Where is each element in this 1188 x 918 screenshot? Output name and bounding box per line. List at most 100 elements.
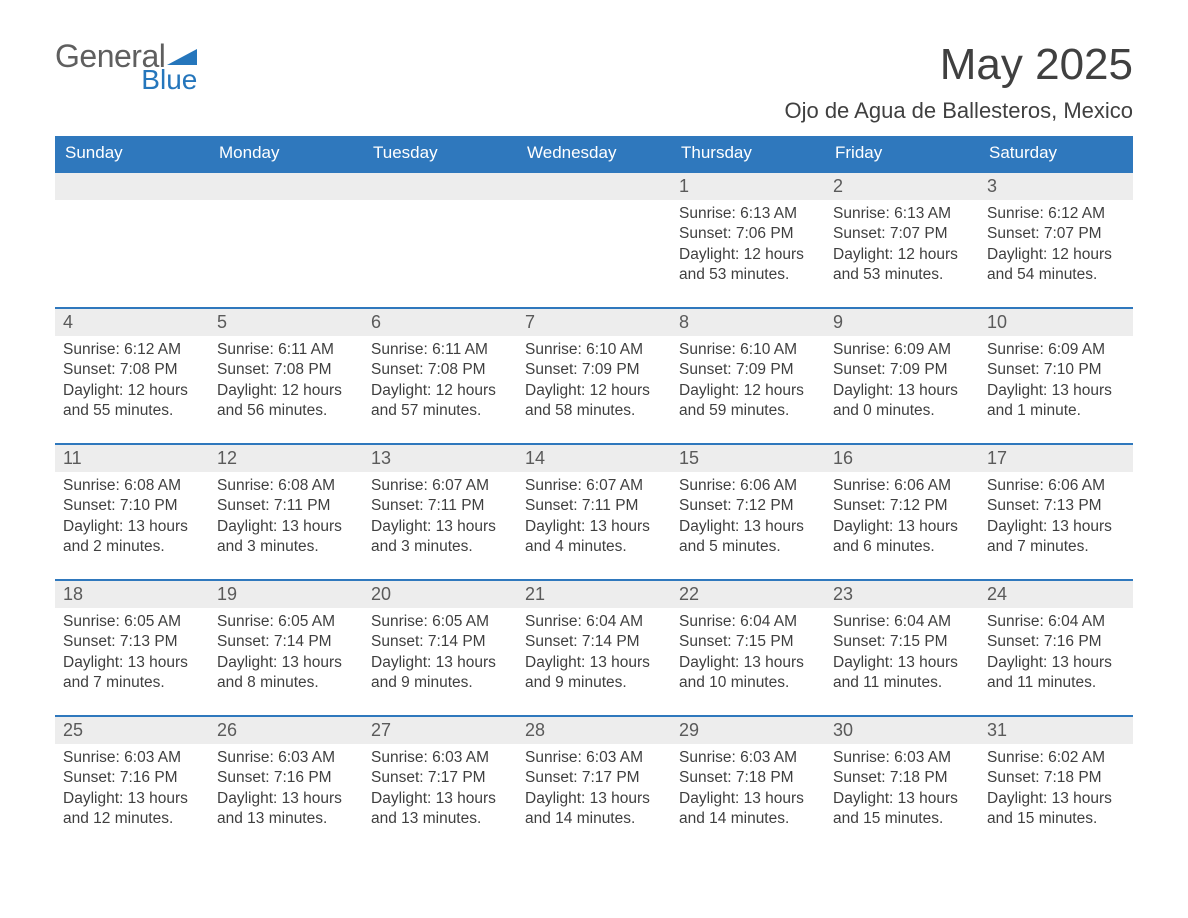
day-line-day1: Daylight: 13 hours xyxy=(679,653,817,673)
day-cell: 22Sunrise: 6:04 AMSunset: 7:15 PMDayligh… xyxy=(671,581,825,715)
day-number: 24 xyxy=(979,581,1133,608)
day-line-day2: and 59 minutes. xyxy=(679,401,817,421)
day-cell xyxy=(363,173,517,307)
day-number: 16 xyxy=(825,445,979,472)
day-cell: 19Sunrise: 6:05 AMSunset: 7:14 PMDayligh… xyxy=(209,581,363,715)
day-body: Sunrise: 6:08 AMSunset: 7:10 PMDaylight:… xyxy=(55,472,209,566)
day-body: Sunrise: 6:05 AMSunset: 7:13 PMDaylight:… xyxy=(55,608,209,702)
day-body: Sunrise: 6:10 AMSunset: 7:09 PMDaylight:… xyxy=(517,336,671,430)
day-cell: 7Sunrise: 6:10 AMSunset: 7:09 PMDaylight… xyxy=(517,309,671,443)
day-line-day1: Daylight: 13 hours xyxy=(987,381,1125,401)
day-cell: 9Sunrise: 6:09 AMSunset: 7:09 PMDaylight… xyxy=(825,309,979,443)
day-line-sunset: Sunset: 7:18 PM xyxy=(987,768,1125,788)
day-line-day1: Daylight: 12 hours xyxy=(525,381,663,401)
day-line-sunrise: Sunrise: 6:03 AM xyxy=(63,748,201,768)
day-body: Sunrise: 6:03 AMSunset: 7:17 PMDaylight:… xyxy=(517,744,671,838)
day-cell: 15Sunrise: 6:06 AMSunset: 7:12 PMDayligh… xyxy=(671,445,825,579)
day-line-day1: Daylight: 13 hours xyxy=(679,789,817,809)
day-line-sunset: Sunset: 7:16 PM xyxy=(987,632,1125,652)
day-line-day2: and 2 minutes. xyxy=(63,537,201,557)
day-line-day2: and 55 minutes. xyxy=(63,401,201,421)
day-line-sunrise: Sunrise: 6:11 AM xyxy=(371,340,509,360)
day-line-day2: and 58 minutes. xyxy=(525,401,663,421)
brand-logo: General Blue xyxy=(55,40,199,94)
day-body: Sunrise: 6:08 AMSunset: 7:11 PMDaylight:… xyxy=(209,472,363,566)
day-line-day2: and 9 minutes. xyxy=(525,673,663,693)
day-number: 3 xyxy=(979,173,1133,200)
day-number: 17 xyxy=(979,445,1133,472)
day-body: Sunrise: 6:07 AMSunset: 7:11 PMDaylight:… xyxy=(363,472,517,566)
day-line-day1: Daylight: 13 hours xyxy=(217,789,355,809)
day-line-day2: and 4 minutes. xyxy=(525,537,663,557)
day-line-day1: Daylight: 13 hours xyxy=(987,789,1125,809)
day-cell: 3Sunrise: 6:12 AMSunset: 7:07 PMDaylight… xyxy=(979,173,1133,307)
day-line-day2: and 53 minutes. xyxy=(679,265,817,285)
day-body: Sunrise: 6:09 AMSunset: 7:10 PMDaylight:… xyxy=(979,336,1133,430)
dow-cell: Monday xyxy=(209,136,363,171)
day-line-day1: Daylight: 13 hours xyxy=(833,789,971,809)
day-number: 29 xyxy=(671,717,825,744)
day-cell: 21Sunrise: 6:04 AMSunset: 7:14 PMDayligh… xyxy=(517,581,671,715)
day-body: Sunrise: 6:06 AMSunset: 7:12 PMDaylight:… xyxy=(825,472,979,566)
day-line-sunset: Sunset: 7:07 PM xyxy=(987,224,1125,244)
day-body: Sunrise: 6:12 AMSunset: 7:08 PMDaylight:… xyxy=(55,336,209,430)
day-cell: 4Sunrise: 6:12 AMSunset: 7:08 PMDaylight… xyxy=(55,309,209,443)
day-cell: 10Sunrise: 6:09 AMSunset: 7:10 PMDayligh… xyxy=(979,309,1133,443)
page-header: General Blue May 2025 Ojo de Agua de Bal… xyxy=(55,40,1133,124)
week-row: 1Sunrise: 6:13 AMSunset: 7:06 PMDaylight… xyxy=(55,171,1133,307)
day-number: 21 xyxy=(517,581,671,608)
day-line-day1: Daylight: 13 hours xyxy=(679,517,817,537)
day-line-day2: and 7 minutes. xyxy=(63,673,201,693)
day-line-day2: and 8 minutes. xyxy=(217,673,355,693)
day-line-sunrise: Sunrise: 6:06 AM xyxy=(833,476,971,496)
day-line-day1: Daylight: 13 hours xyxy=(371,653,509,673)
day-line-sunset: Sunset: 7:14 PM xyxy=(217,632,355,652)
dow-cell: Wednesday xyxy=(517,136,671,171)
day-cell: 8Sunrise: 6:10 AMSunset: 7:09 PMDaylight… xyxy=(671,309,825,443)
day-line-day2: and 3 minutes. xyxy=(371,537,509,557)
day-body: Sunrise: 6:03 AMSunset: 7:16 PMDaylight:… xyxy=(209,744,363,838)
day-body: Sunrise: 6:06 AMSunset: 7:12 PMDaylight:… xyxy=(671,472,825,566)
day-cell: 6Sunrise: 6:11 AMSunset: 7:08 PMDaylight… xyxy=(363,309,517,443)
day-line-sunset: Sunset: 7:14 PM xyxy=(371,632,509,652)
day-line-day2: and 57 minutes. xyxy=(371,401,509,421)
day-cell: 16Sunrise: 6:06 AMSunset: 7:12 PMDayligh… xyxy=(825,445,979,579)
calendar-page: General Blue May 2025 Ojo de Agua de Bal… xyxy=(0,0,1188,891)
day-body: Sunrise: 6:03 AMSunset: 7:18 PMDaylight:… xyxy=(671,744,825,838)
day-cell: 14Sunrise: 6:07 AMSunset: 7:11 PMDayligh… xyxy=(517,445,671,579)
week-row: 25Sunrise: 6:03 AMSunset: 7:16 PMDayligh… xyxy=(55,715,1133,851)
day-line-day1: Daylight: 13 hours xyxy=(525,653,663,673)
day-line-day1: Daylight: 13 hours xyxy=(987,653,1125,673)
day-line-day1: Daylight: 13 hours xyxy=(833,653,971,673)
day-line-day2: and 11 minutes. xyxy=(987,673,1125,693)
day-body: Sunrise: 6:04 AMSunset: 7:16 PMDaylight:… xyxy=(979,608,1133,702)
day-line-sunrise: Sunrise: 6:04 AM xyxy=(525,612,663,632)
day-cell: 5Sunrise: 6:11 AMSunset: 7:08 PMDaylight… xyxy=(209,309,363,443)
day-line-day2: and 15 minutes. xyxy=(833,809,971,829)
day-number: 18 xyxy=(55,581,209,608)
day-line-sunrise: Sunrise: 6:07 AM xyxy=(371,476,509,496)
day-line-sunset: Sunset: 7:11 PM xyxy=(371,496,509,516)
day-body: Sunrise: 6:02 AMSunset: 7:18 PMDaylight:… xyxy=(979,744,1133,838)
day-cell: 28Sunrise: 6:03 AMSunset: 7:17 PMDayligh… xyxy=(517,717,671,851)
day-number: 26 xyxy=(209,717,363,744)
day-line-day2: and 13 minutes. xyxy=(217,809,355,829)
day-line-sunset: Sunset: 7:07 PM xyxy=(833,224,971,244)
day-line-day2: and 13 minutes. xyxy=(371,809,509,829)
day-body: Sunrise: 6:12 AMSunset: 7:07 PMDaylight:… xyxy=(979,200,1133,294)
day-body: Sunrise: 6:04 AMSunset: 7:14 PMDaylight:… xyxy=(517,608,671,702)
day-line-sunrise: Sunrise: 6:05 AM xyxy=(371,612,509,632)
day-cell: 23Sunrise: 6:04 AMSunset: 7:15 PMDayligh… xyxy=(825,581,979,715)
day-line-sunset: Sunset: 7:15 PM xyxy=(833,632,971,652)
dow-cell: Saturday xyxy=(979,136,1133,171)
day-number: 13 xyxy=(363,445,517,472)
day-body: Sunrise: 6:03 AMSunset: 7:17 PMDaylight:… xyxy=(363,744,517,838)
day-line-day1: Daylight: 13 hours xyxy=(525,789,663,809)
day-cell: 27Sunrise: 6:03 AMSunset: 7:17 PMDayligh… xyxy=(363,717,517,851)
calendar-grid: SundayMondayTuesdayWednesdayThursdayFrid… xyxy=(55,136,1133,851)
week-row: 4Sunrise: 6:12 AMSunset: 7:08 PMDaylight… xyxy=(55,307,1133,443)
day-line-day2: and 14 minutes. xyxy=(679,809,817,829)
day-line-sunset: Sunset: 7:15 PM xyxy=(679,632,817,652)
day-line-sunrise: Sunrise: 6:11 AM xyxy=(217,340,355,360)
dow-cell: Sunday xyxy=(55,136,209,171)
